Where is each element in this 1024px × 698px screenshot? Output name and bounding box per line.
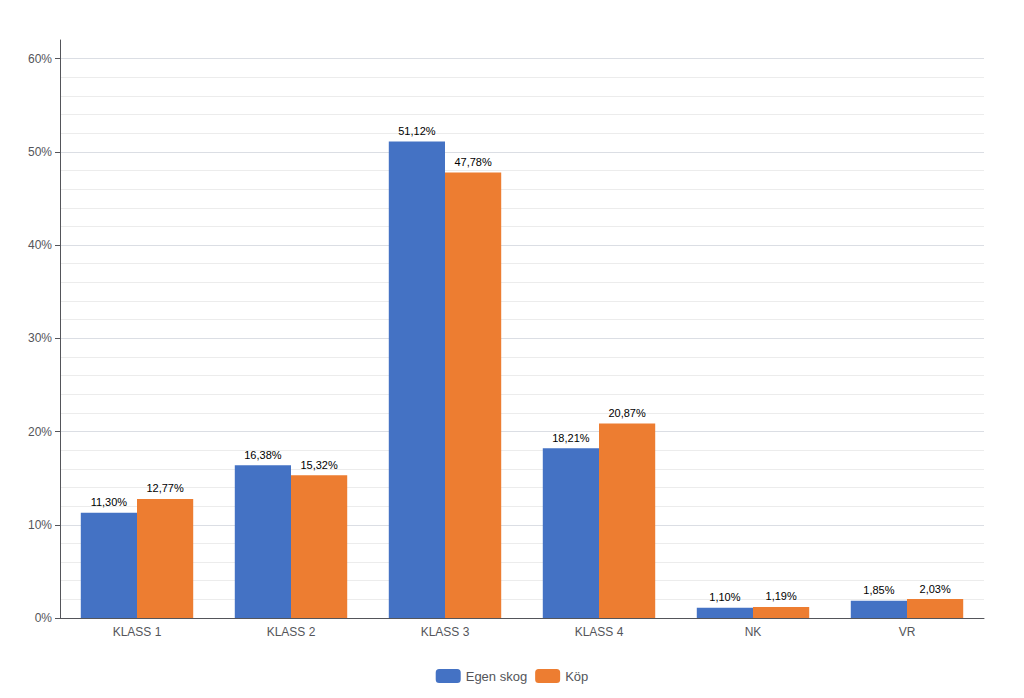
svg-text:2,03%: 2,03% [920, 583, 951, 595]
svg-text:11,30%: 11,30% [91, 496, 128, 508]
svg-text:20,87%: 20,87% [608, 407, 646, 419]
svg-text:Köp: Köp [565, 669, 588, 684]
svg-text:20%: 20% [28, 425, 52, 439]
svg-text:10%: 10% [28, 518, 52, 532]
svg-text:47,78%: 47,78% [454, 156, 492, 168]
svg-text:KLASS 1: KLASS 1 [113, 625, 162, 639]
svg-text:12,77%: 12,77% [146, 482, 184, 494]
svg-text:VR: VR [899, 625, 916, 639]
svg-text:51,12%: 51,12% [398, 125, 436, 137]
svg-text:1,10%: 1,10% [709, 591, 740, 603]
svg-text:1,85%: 1,85% [863, 584, 894, 596]
svg-text:KLASS 3: KLASS 3 [421, 625, 470, 639]
svg-text:40%: 40% [28, 238, 52, 252]
svg-text:16,38%: 16,38% [244, 449, 282, 461]
svg-text:KLASS 2: KLASS 2 [267, 625, 316, 639]
svg-text:60%: 60% [28, 52, 52, 66]
svg-text:1,19%: 1,19% [766, 590, 797, 602]
svg-text:0%: 0% [35, 611, 53, 625]
svg-text:KLASS 4: KLASS 4 [575, 625, 624, 639]
svg-text:NK: NK [745, 625, 762, 639]
svg-text:30%: 30% [28, 331, 52, 345]
svg-text:15,32%: 15,32% [300, 459, 338, 471]
svg-text:50%: 50% [28, 145, 52, 159]
svg-text:18,21%: 18,21% [552, 432, 590, 444]
svg-text:Egen skog: Egen skog [466, 669, 527, 684]
